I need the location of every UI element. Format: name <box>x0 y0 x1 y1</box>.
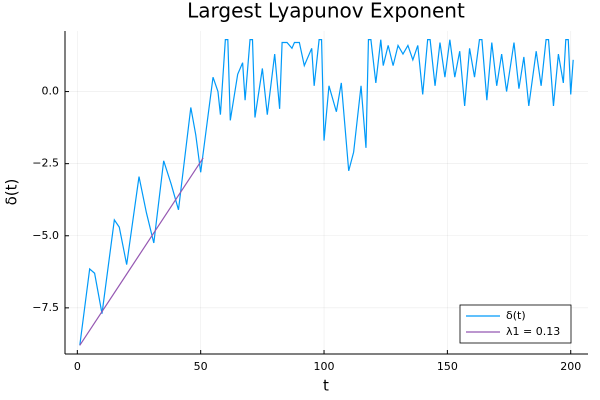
x-tick-label: 150 <box>437 360 458 373</box>
x-axis-label: t <box>323 377 329 395</box>
y-tick-label: −7.5 <box>32 301 59 314</box>
legend-label: λ1 = 0.13 <box>506 325 560 338</box>
line <box>79 39 574 346</box>
y-tick-label: −2.5 <box>32 157 59 170</box>
y-tick-label: −5.0 <box>32 229 59 242</box>
x-tick-label: 50 <box>194 360 208 373</box>
legend-label: δ(t) <box>506 309 526 322</box>
x-tick-label: 0 <box>74 360 81 373</box>
y-tick-label: 0.0 <box>42 85 60 98</box>
legend-box <box>459 304 572 344</box>
chart-title: Largest Lyapunov Exponent <box>187 0 465 23</box>
y-axis-label: δ(t) <box>3 179 21 206</box>
x-tick-label: 100 <box>314 360 335 373</box>
x-tick-label: 200 <box>560 360 581 373</box>
line <box>79 157 204 346</box>
